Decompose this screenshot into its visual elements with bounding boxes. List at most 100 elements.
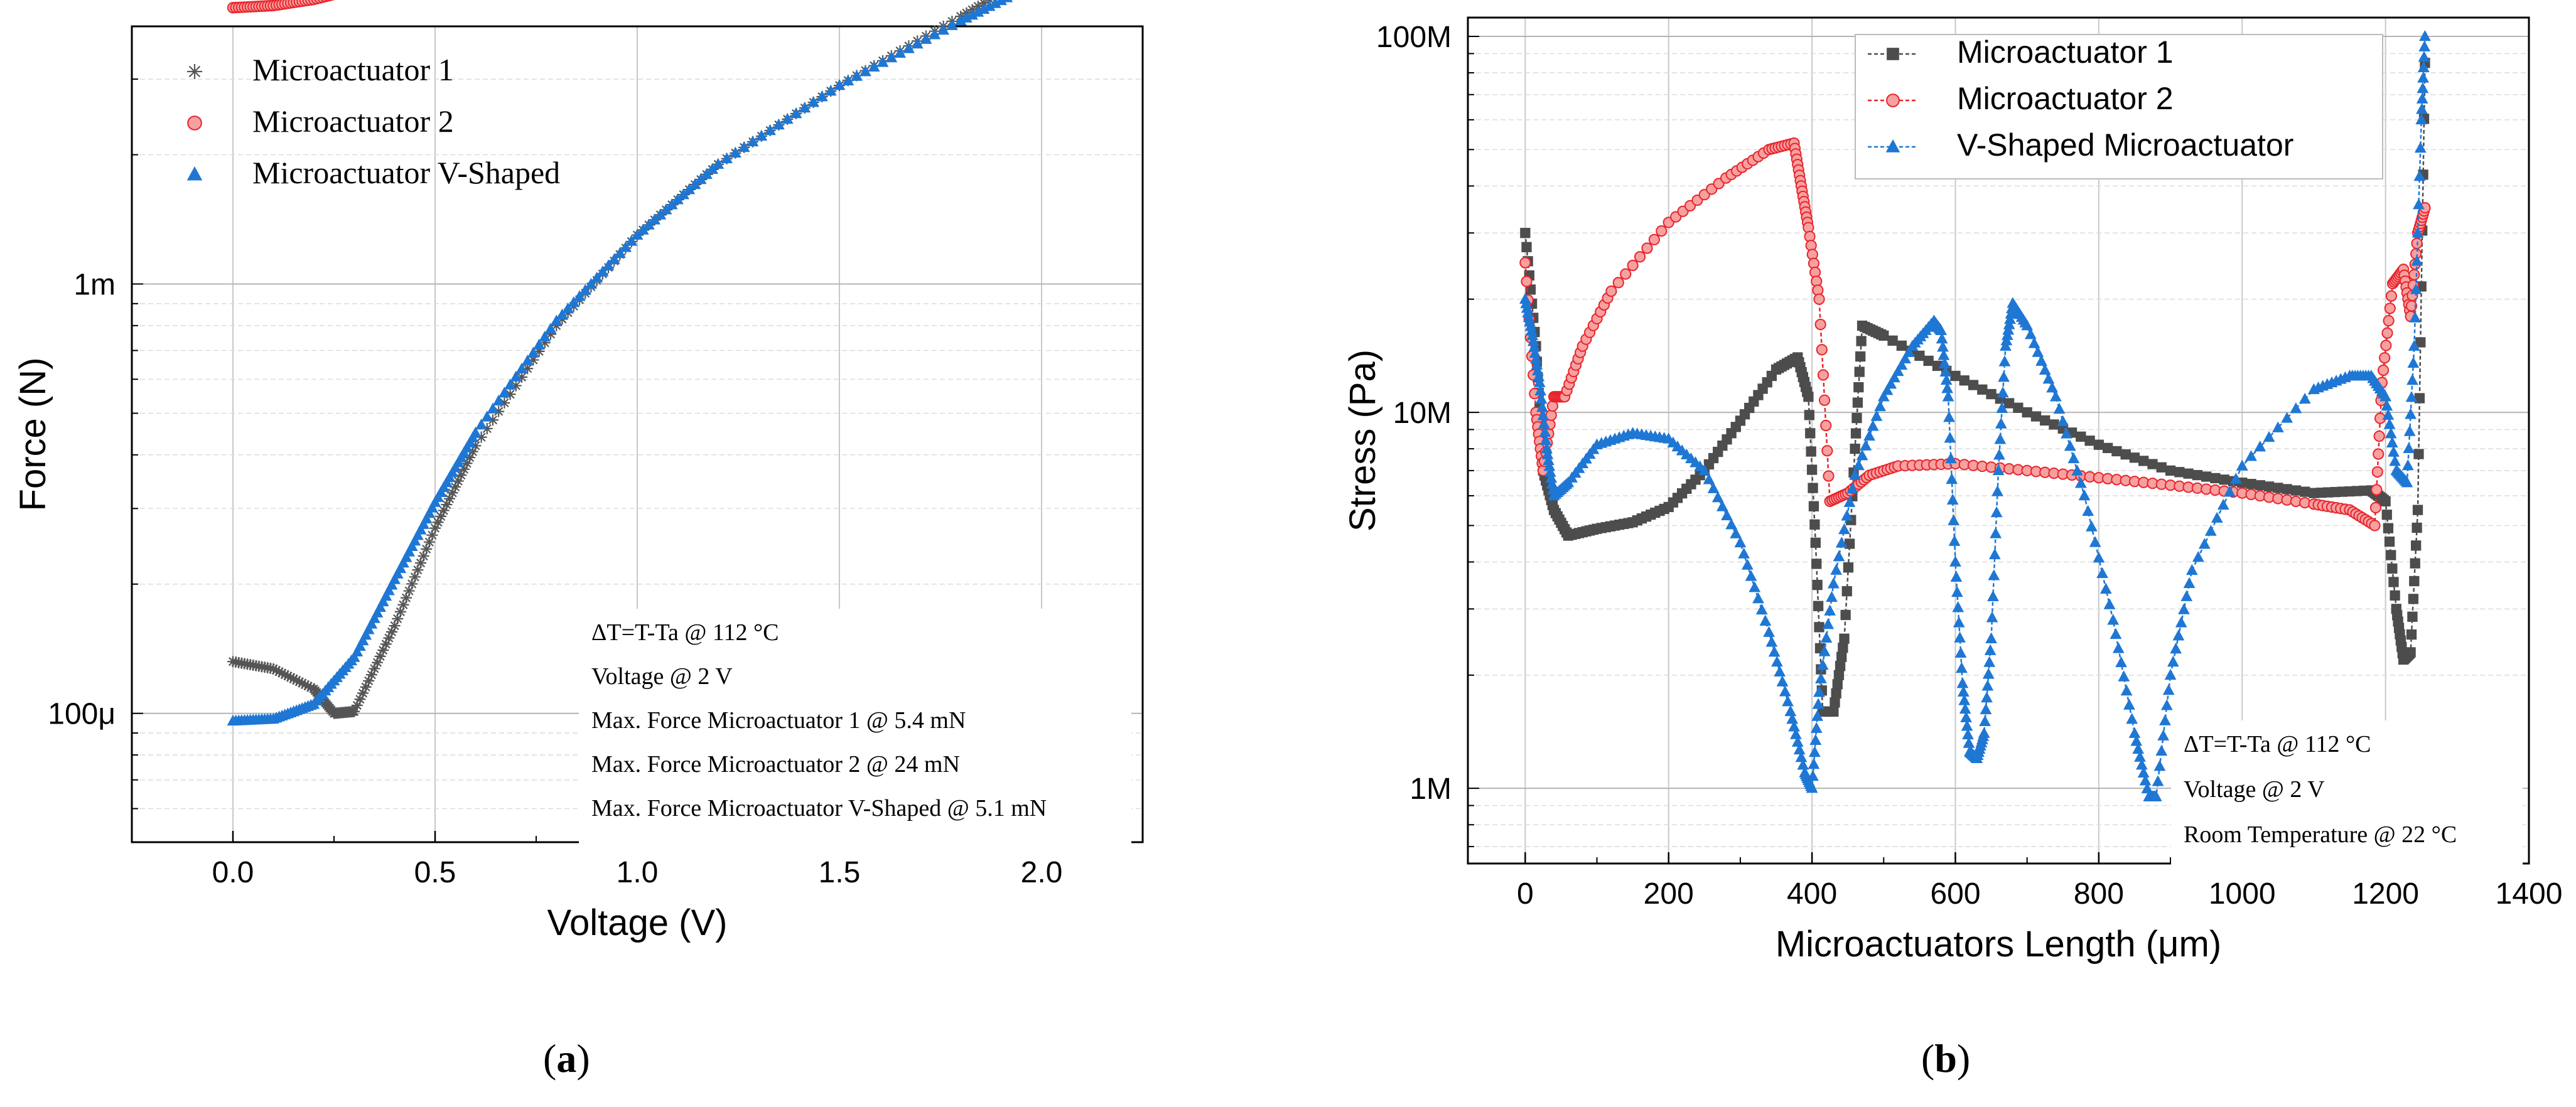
data-point [2061,427,2072,439]
data-point [2074,477,2087,488]
legend-box [1855,34,2383,179]
data-point [1812,698,1824,709]
y-tick-label: 10M [1393,397,1452,430]
data-point [816,90,828,102]
data-point [357,687,369,699]
data-point [385,579,398,590]
data-point [1977,384,1988,395]
legend-item-3: V-Shaped Microactuator [1868,127,2293,163]
data-point [824,85,837,96]
data-point [2407,356,2420,368]
data-point [2413,169,2426,181]
data-point [2418,51,2430,62]
data-point [2021,319,2034,331]
data-point [1835,537,1848,548]
data-point [1711,491,1724,503]
data-point [2192,550,2204,562]
data-point [833,79,846,90]
data-point [781,112,794,124]
data-point [2126,713,2138,724]
data-point [1818,645,1831,656]
data-point [1521,242,1532,252]
data-point [755,129,768,141]
data-point [1852,459,1865,471]
data-point [1980,703,1992,715]
data-point [1795,751,1808,762]
data-point [2175,616,2187,628]
data-point [1855,351,1866,362]
data-point [360,629,372,640]
data-point [533,345,545,357]
data-point [2071,464,2084,476]
data-point [2245,450,2257,461]
data-point [1793,743,1806,755]
data-point [403,585,415,597]
data-point [1978,727,1990,738]
data-point [2298,392,2311,404]
data-point [423,536,435,548]
data-point [2300,486,2310,497]
legend-item-1: Microactuator 1 [1868,35,2174,70]
data-point [1745,570,1757,581]
data-point [1830,697,1840,708]
data-point [2272,421,2284,432]
data-point [2408,269,2420,281]
legend-label: Microactuator 2 [1957,81,2174,116]
data-point [2178,603,2190,614]
data-point [2130,735,2143,746]
data-point [2377,364,2390,377]
data-point [1839,633,1850,644]
series-2 [1519,137,2431,532]
data-point [1843,496,1856,507]
plot-frame [1467,16,2530,865]
data-point [1856,336,1867,346]
data-point [412,564,424,576]
data-point [746,135,759,147]
data-point [2152,775,2164,786]
data-point [1831,688,1841,699]
data-point [426,529,438,541]
data-point [432,516,444,528]
x-tick-label: 1400 [2496,877,2563,911]
data-point [2183,577,2196,588]
x-tick-label: 400 [1787,877,1837,911]
data-point [539,330,551,342]
data-point [562,302,574,314]
data-point [2379,352,2391,364]
data-point [1830,564,1843,575]
data-point [1950,370,1961,382]
data-point [894,46,906,58]
series-line [1524,36,2426,798]
data-point [1833,670,1845,680]
data-point [1956,661,1968,673]
data-point [470,426,482,438]
data-point [299,678,311,690]
data-point [2385,290,2397,302]
data-point [2002,323,2015,335]
data-point [851,70,863,81]
x-tick-label: 1.5 [819,856,861,889]
data-point [2386,436,2398,448]
data-point [1716,500,1728,511]
data-point [2229,473,2242,484]
data-point [1886,94,1900,107]
data-point [551,319,563,331]
data-point [1752,592,1764,604]
data-point [1820,631,1833,643]
data-point [386,626,397,638]
data-point [487,414,498,426]
data-point [1809,734,1822,745]
data-point [2369,501,2382,514]
data-point [2416,103,2428,114]
data-point [2409,575,2420,587]
data-point [438,505,450,516]
data-point [2180,590,2193,601]
data-point [2405,408,2417,419]
data-point [446,487,458,499]
data-point [2057,415,2069,426]
data-point [1990,527,2002,538]
data-point [418,550,429,562]
data-point [2123,698,2135,710]
data-point [2174,467,2185,478]
legend-label: Microactuator V-Shaped [252,155,560,190]
